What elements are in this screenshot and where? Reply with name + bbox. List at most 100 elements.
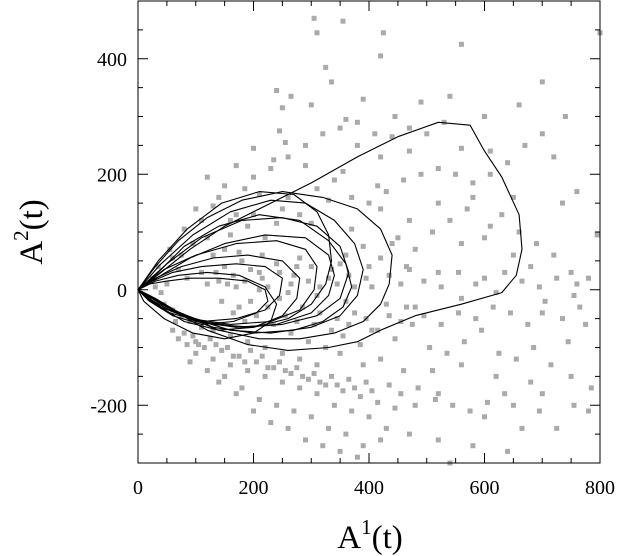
scatter-point: [470, 443, 476, 449]
scatter-point: [288, 371, 294, 376]
scatter-point: [586, 408, 591, 414]
scatter-point: [531, 345, 537, 350]
trajectory-line: [137, 191, 393, 340]
scatter-point: [308, 102, 314, 108]
scatter-point: [242, 359, 248, 365]
scatter-point: [519, 425, 525, 431]
scatter-point: [343, 431, 349, 437]
scatter-point: [184, 342, 190, 348]
scatter-point: [383, 301, 389, 307]
scatter-point: [473, 316, 479, 322]
scatter-point: [352, 385, 358, 391]
scatter-point: [406, 148, 412, 154]
scatter-point: [207, 336, 213, 342]
scatter-point: [406, 431, 412, 437]
scatter-point: [516, 102, 522, 108]
scatter-point: [334, 382, 340, 388]
scatter-point: [496, 350, 502, 356]
scatter-point: [225, 345, 230, 350]
scatter-point: [565, 339, 571, 345]
trajectory-line: [137, 121, 523, 351]
scatter-point: [277, 359, 282, 365]
scatter-point: [236, 353, 242, 359]
scatter-point: [248, 298, 254, 304]
y-axis-label-rest: (t): [14, 199, 50, 230]
scatter-point: [233, 284, 239, 290]
y-tick-label: -200: [90, 395, 127, 417]
scatter-point: [314, 186, 320, 192]
scatter-point: [424, 131, 430, 137]
scatter-point: [271, 157, 277, 163]
scatter-point: [375, 327, 381, 333]
scatter-point: [378, 154, 384, 160]
scatter-point: [282, 140, 288, 145]
scatter-point: [354, 119, 360, 125]
scatter-point: [551, 252, 557, 258]
scatter-point: [383, 189, 389, 195]
trajectory-layer: [137, 121, 523, 351]
y-tick-label: 0: [117, 280, 127, 302]
scatter-point: [303, 142, 308, 148]
scatter-point: [458, 295, 464, 301]
scatter-point: [502, 391, 508, 397]
scatter-point: [482, 114, 487, 119]
scatter-point: [225, 281, 230, 287]
scatter-point: [482, 275, 487, 281]
scatter-point: [274, 220, 280, 226]
scatter-point: [562, 114, 568, 119]
scatter-point: [539, 310, 545, 316]
scatter-point: [282, 368, 288, 374]
scatter-point: [196, 342, 202, 348]
scatter-point: [560, 316, 565, 322]
scatter-point: [453, 171, 459, 177]
scatter-point: [277, 295, 282, 301]
scatter-point: [363, 379, 369, 385]
x-tick-label: 200: [239, 477, 269, 499]
scatter-point: [505, 448, 511, 454]
scatter-point: [175, 336, 181, 342]
x-axis-label-base: A: [337, 520, 361, 556]
scatter-point: [378, 356, 384, 362]
scatter-point: [392, 114, 398, 119]
scatter-point: [352, 310, 358, 316]
scatter-point: [279, 379, 285, 385]
y-tick-label: 400: [97, 49, 127, 71]
scatter-point: [337, 350, 343, 356]
scatter-point: [210, 356, 216, 362]
scatter-point: [539, 391, 545, 397]
scatter-point: [340, 388, 346, 394]
scatter-point: [187, 359, 193, 365]
scatter-point: [435, 437, 441, 443]
scatter-point: [204, 281, 210, 287]
scatter-point: [331, 177, 337, 183]
scatter-point: [409, 321, 415, 327]
scatter-point: [534, 241, 539, 247]
scatter-point: [334, 281, 340, 287]
scatter-point: [343, 252, 349, 258]
scatter-point: [305, 376, 311, 382]
scatter-point: [554, 425, 560, 431]
scatter-point: [369, 388, 375, 394]
scatter-point: [175, 267, 181, 272]
scatter-point: [510, 402, 516, 408]
scatter-point: [259, 252, 265, 258]
scatter-point: [262, 235, 268, 241]
scatter-point: [352, 284, 358, 290]
scatter-point: [568, 373, 574, 379]
scatter-point: [458, 362, 464, 368]
scatter-point: [259, 353, 265, 359]
scatter-point: [326, 275, 332, 281]
scatter-point: [401, 368, 407, 374]
scatter-point: [418, 99, 424, 105]
scatter-point: [502, 269, 508, 275]
scatter-point: [204, 368, 210, 374]
scatter-point: [366, 200, 372, 206]
scatter-point: [482, 414, 487, 420]
scatter-point: [340, 333, 346, 339]
scatter-point: [294, 319, 300, 324]
scatter-point: [551, 154, 557, 160]
scatter-point: [219, 298, 225, 304]
scatter-point: [256, 192, 262, 197]
scatter-point: [308, 220, 314, 226]
